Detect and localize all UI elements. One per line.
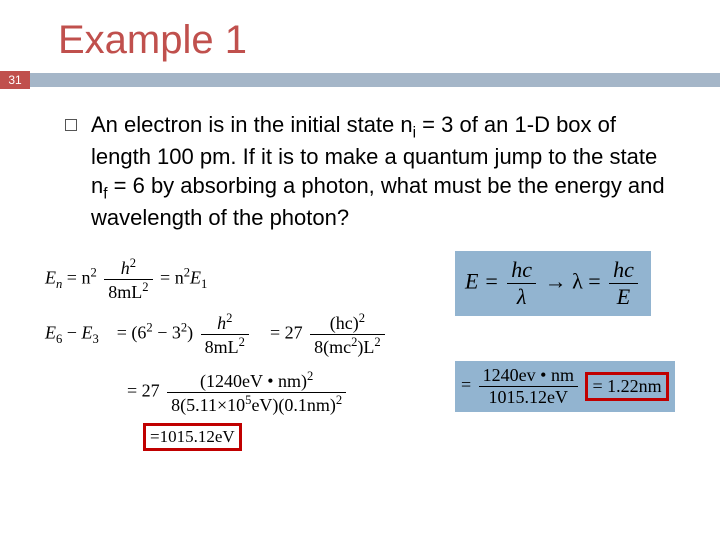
slide-title: Example 1 (0, 0, 720, 71)
equation-energy-formula: En = n2 h2 8mL2 = n2E1 (45, 256, 207, 303)
energy-result-box: =1015.12eV (143, 423, 242, 451)
slide-number-bar: 31 (0, 71, 720, 89)
equation-numeric-substitution: = 27 (1240eV • nm)2 8(5.11×105eV)(0.1nm)… (127, 369, 349, 416)
equation-wavelength-formula: E = hc λ → λ = hc E (455, 251, 651, 316)
slide-number: 31 (0, 71, 30, 89)
body-content: An electron is in the initial state ni =… (0, 89, 720, 511)
bullet-icon (65, 119, 77, 131)
equation-energy-diff: E6 − E3 = (62 − 32) h2 8mL2 = 27 (hc)2 8… (45, 311, 388, 358)
accent-bar (30, 73, 720, 87)
problem-text: An electron is in the initial state ni =… (91, 111, 670, 233)
equations-region: En = n2 h2 8mL2 = n2E1 E6 − E3 = (62 − 3… (65, 251, 670, 511)
wavelength-result-box: = 1.22nm (585, 372, 668, 401)
equation-wavelength-result: = 1240ev • nm 1015.12eV = 1.22nm (455, 361, 675, 412)
